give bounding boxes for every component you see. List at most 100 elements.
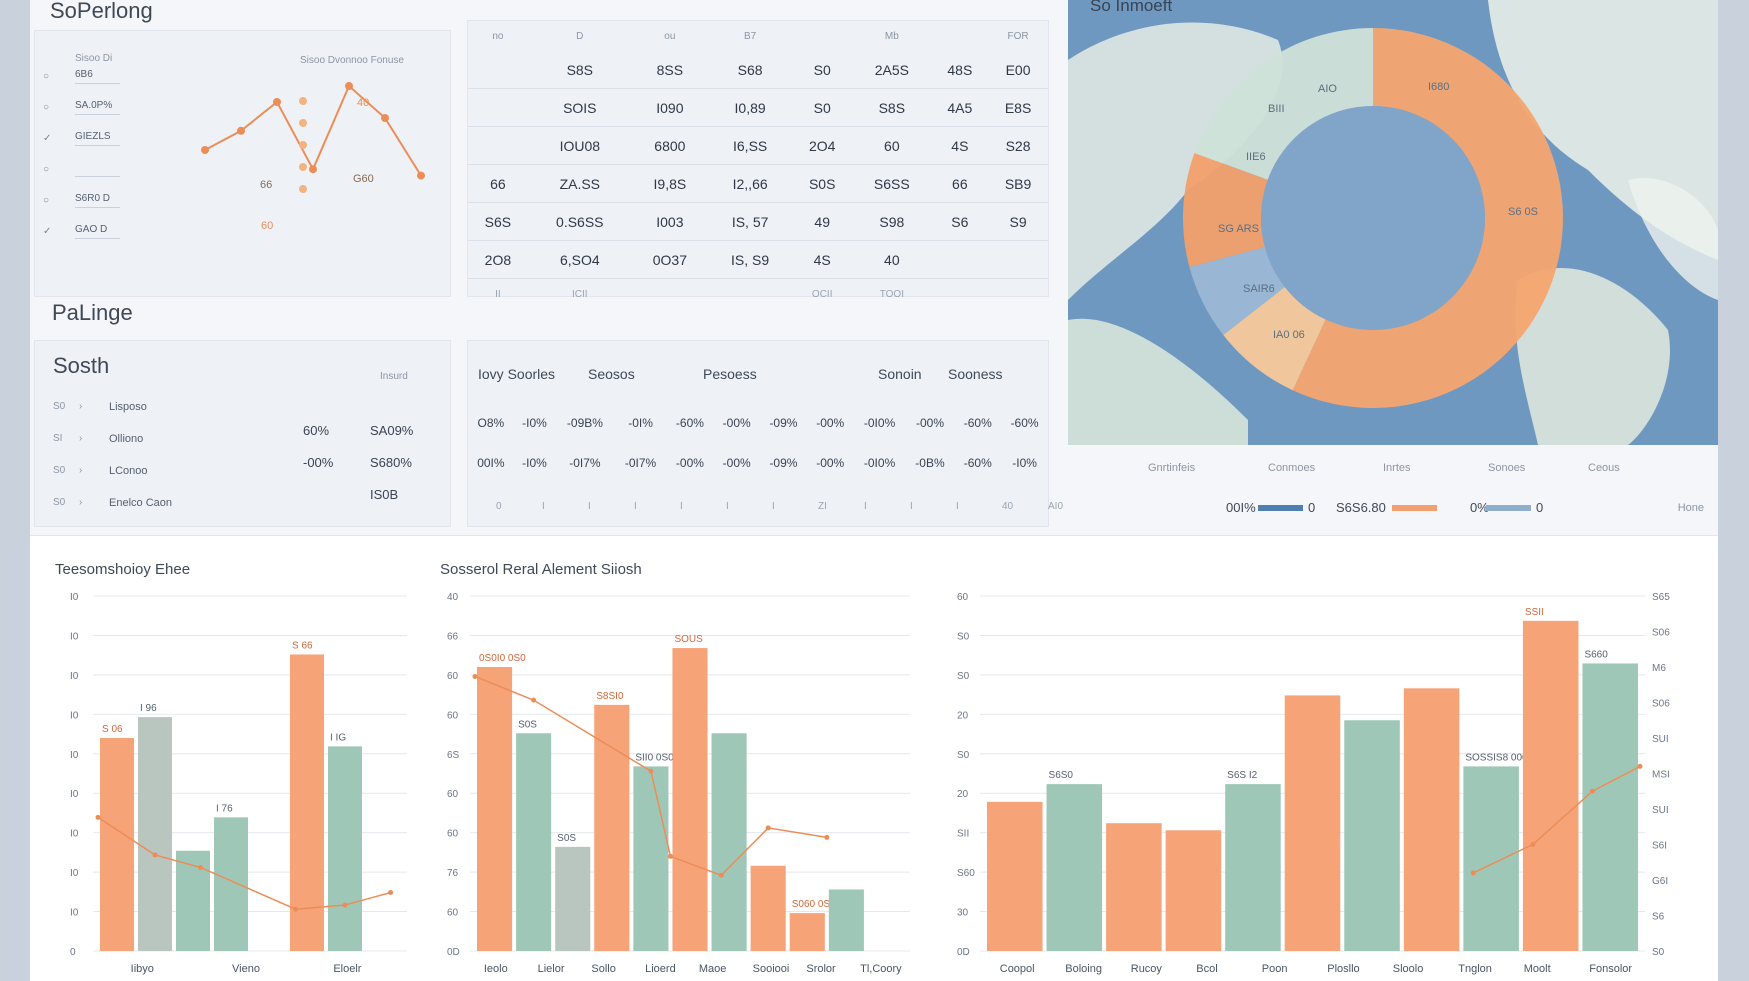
bar-label: S6S0 — [1049, 770, 1074, 781]
bar-chart-2: Sosserol Reral Alement Siiosh 0D 60 76 60 60 6… — [440, 561, 910, 975]
row-label: Lisposo — [109, 401, 147, 413]
table-cell — [468, 88, 528, 127]
footer-cell — [932, 279, 989, 310]
table-cell: I0,89 — [707, 88, 793, 127]
trend-point — [198, 864, 204, 870]
x-tick-label: Tl,Coory — [860, 963, 902, 975]
donut-slice — [1183, 153, 1268, 268]
table-cell: S8S — [527, 51, 632, 89]
table-row: S6S 0.S6SS I003 IS, 57 49 S98 S6 S9 — [468, 202, 1048, 241]
legend-value: 0 — [1536, 500, 1544, 515]
x-tick-label: Moolt — [1524, 963, 1551, 975]
table-cell: 8SS — [631, 51, 708, 89]
table-row: 2O8 6,SO4 0O37 IS, S9 4S 40 — [468, 240, 1048, 279]
donut-label: S6 0S — [1508, 206, 1538, 218]
bar-label: 0S0I0 0S0 — [479, 653, 526, 664]
table-cell: SOIS — [527, 88, 632, 127]
row-divider — [75, 207, 120, 208]
table-cell: -09% — [769, 456, 798, 470]
bar-label: SOSSIS8 0000 — [1465, 752, 1533, 763]
table-cell: I003 — [631, 202, 708, 241]
y-tick-label: I0 — [70, 710, 79, 721]
trend-point — [531, 697, 537, 703]
y-tick-label: 60 — [447, 829, 459, 840]
table-cell: -0I% — [628, 416, 653, 430]
donut-label: IIE6 — [1246, 151, 1266, 163]
footer-cell — [708, 279, 792, 310]
row-divider — [75, 114, 120, 115]
table-cell: -00% — [675, 456, 704, 470]
legend-header: Conmoes — [1268, 462, 1316, 474]
table-cell — [468, 51, 528, 89]
table-cell: S98 — [852, 202, 932, 241]
y-tick-label: 76 — [447, 868, 459, 879]
donut-label: SG ARS — [1218, 223, 1259, 235]
legend-swatch — [1392, 505, 1437, 511]
table-cell: S6SS — [852, 164, 932, 203]
trend-point — [667, 853, 673, 859]
table-cell: S0 — [792, 88, 853, 127]
table-cell: S8S — [852, 88, 932, 127]
y-tick-label-right: SUI — [1652, 734, 1669, 745]
table-cell: S28 — [988, 126, 1048, 165]
table-cell: S9 — [988, 202, 1048, 241]
table-cell: 4A5 — [931, 88, 989, 127]
y-tick-label: 60 — [447, 789, 459, 800]
trend-point — [1637, 763, 1643, 769]
panel2-title: Sosth — [53, 353, 110, 378]
panel1-title: SoPerlong — [50, 0, 153, 23]
trend-point — [765, 825, 771, 831]
legend-label: S6S6.80 — [1336, 500, 1386, 515]
bar — [138, 717, 172, 951]
panel1-row-label: GIEZLS — [75, 131, 111, 142]
x-tick-label: Rucoy — [1131, 963, 1163, 975]
table-cell: I090 — [631, 88, 708, 127]
bottom-charts-panel: Teesomshoioy Ehee 0 I0 I0 I0 I0 I0 I0 I0 I0 I0 S 06… — [30, 535, 1718, 981]
data-point — [299, 141, 307, 149]
table-row: O8% -I0% -09B% -0I% -60% -00% -09% -00% -0I0% -00… — [468, 403, 1048, 443]
table-cell: -00% — [722, 416, 751, 430]
data-point — [273, 98, 281, 106]
bar — [555, 846, 591, 951]
data-point — [237, 126, 245, 135]
panel2-section-title: PaLinge — [52, 300, 133, 325]
table-cell — [988, 240, 1048, 279]
trend-line — [1472, 765, 1641, 874]
bar — [672, 648, 708, 951]
data-point — [201, 146, 209, 154]
y-tick-label: S0 — [957, 631, 970, 642]
bar — [1046, 784, 1103, 951]
bar-label: S0S — [518, 719, 537, 730]
table-cell: 49 — [792, 202, 853, 241]
footer-cell: I — [588, 501, 591, 512]
footer-cell: OCII — [811, 288, 833, 300]
donut-hole — [1261, 106, 1485, 330]
bar — [176, 850, 210, 951]
table-cell: -0I0% — [863, 416, 896, 430]
trend-point — [1589, 788, 1595, 794]
trend-point — [95, 814, 101, 820]
table-cell: -I0% — [1012, 456, 1037, 470]
table-cell: -00% — [915, 416, 944, 430]
table-cell: 0O37 — [631, 240, 708, 279]
table-cell: -09B% — [566, 416, 603, 430]
circle-icon: ○ — [43, 195, 50, 206]
table-cell: -60% — [1010, 416, 1039, 430]
row-divider — [75, 145, 120, 146]
data-point — [299, 97, 307, 105]
x-tick-label: Coopol — [1000, 963, 1035, 975]
column-header: FOR — [1007, 30, 1029, 42]
bar — [1225, 784, 1281, 951]
trend-point — [152, 852, 158, 858]
row-label: Olliono — [109, 433, 144, 445]
column-header: Iovy Soorles — [478, 366, 556, 382]
bar-label: S660 — [1584, 649, 1608, 660]
table-cell: -I0% — [522, 456, 547, 470]
x-tick-label: Iibyo — [131, 963, 154, 975]
bar-label: SII0 0S0SI0 — [635, 752, 689, 763]
footer-cell: I — [726, 501, 729, 512]
x-tick-label: Vieno — [232, 963, 260, 975]
table-cell: -60% — [963, 456, 992, 470]
table-cell: E00 — [988, 51, 1048, 89]
bar-label: S0S — [557, 833, 576, 844]
